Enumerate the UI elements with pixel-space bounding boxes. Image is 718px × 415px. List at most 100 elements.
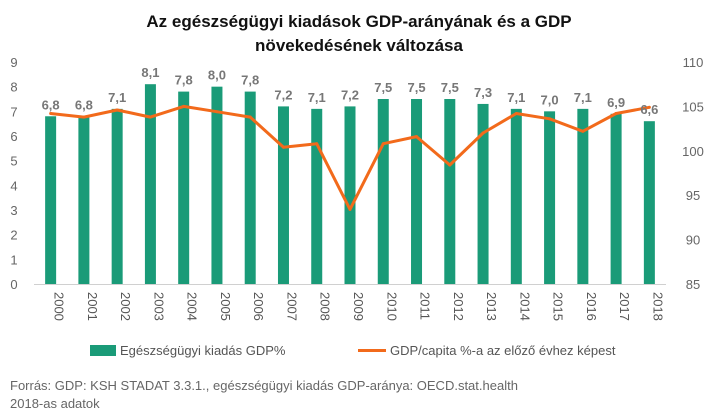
line-point xyxy=(581,129,585,133)
bar xyxy=(178,91,190,284)
bar xyxy=(510,108,522,284)
y-left-tick-label: 6 xyxy=(10,129,17,144)
line-point xyxy=(514,112,518,116)
bar-data-label: 8,1 xyxy=(141,65,159,80)
y-left-tick-label: 7 xyxy=(10,104,17,119)
bar-data-label: 7,5 xyxy=(407,80,425,95)
line-point xyxy=(415,135,419,139)
legend-bar-swatch xyxy=(90,345,116,356)
x-tick-label: 2001 xyxy=(85,292,100,321)
line-point xyxy=(315,142,319,146)
bar-data-label: 7,1 xyxy=(507,90,525,105)
line-point xyxy=(115,108,119,112)
y-right-tick-label: 105 xyxy=(682,99,704,114)
chart-title-line-1: Az egészségügyi kiadások GDP-arányának é… xyxy=(146,12,571,31)
bar xyxy=(311,108,323,284)
y-left-tick-label: 0 xyxy=(10,277,17,292)
bar-data-label: 6,8 xyxy=(42,97,60,112)
chart-title-line-2: növekedésének változása xyxy=(255,36,463,55)
y-left-tick-label: 2 xyxy=(10,228,17,243)
y-left-tick-label: 5 xyxy=(10,154,17,169)
y-left-tick-label: 8 xyxy=(10,80,17,95)
bar xyxy=(344,106,356,285)
bar xyxy=(78,116,90,285)
source-line-2: 2018-as adatok xyxy=(10,396,100,411)
line-point xyxy=(481,131,485,135)
data-labels: 6,8 6,8 7,1 8,1 7,8 8,0 7,8 7,2 7,1 7,2 7,5 7,5 7,5 7… xyxy=(42,65,659,117)
bar xyxy=(444,99,456,284)
bar xyxy=(577,108,589,284)
bar xyxy=(377,99,389,284)
line-point xyxy=(614,112,618,116)
y-left-tick-label: 1 xyxy=(10,252,17,267)
line-point xyxy=(381,142,385,146)
bar-data-label: 6,9 xyxy=(607,95,625,110)
bar-data-label: 7,3 xyxy=(474,85,492,100)
line-point xyxy=(49,112,53,116)
x-tick-label: 2004 xyxy=(185,292,200,321)
bar-data-label: 7,0 xyxy=(541,92,559,107)
x-tick-label: 2005 xyxy=(218,292,233,321)
y-right-tick-label: 110 xyxy=(683,55,704,70)
legend-line-label: GDP/capita %-a az előző évhez képest xyxy=(390,343,616,358)
bar xyxy=(244,91,256,284)
bar-data-label: 7,8 xyxy=(241,73,259,88)
line-point xyxy=(281,145,285,149)
x-tick-label: 2000 xyxy=(52,292,67,321)
bar xyxy=(211,86,223,285)
source-note: Forrás: GDP: KSH STADAT 3.3.1., egészség… xyxy=(10,377,518,413)
bar-data-label: 7,8 xyxy=(175,73,193,88)
line-point xyxy=(448,163,452,167)
y-right-tick-label: 85 xyxy=(686,277,700,292)
right-axis: 85 90 95 100 105 110 xyxy=(682,55,704,292)
x-tick-label: 2015 xyxy=(551,292,566,321)
bar-data-label: 7,2 xyxy=(274,87,292,102)
bar xyxy=(643,121,655,284)
line-point xyxy=(82,115,86,119)
bar-data-label: 7,1 xyxy=(308,90,326,105)
left-axis: 0 1 2 3 4 5 6 7 8 9 xyxy=(10,55,17,292)
x-tick-label: 2013 xyxy=(484,292,499,321)
bar xyxy=(477,103,489,284)
bar xyxy=(45,116,57,285)
x-tick-label: 2007 xyxy=(284,292,299,321)
bar-data-label: 7,5 xyxy=(374,80,392,95)
bar-data-label: 8,0 xyxy=(208,68,226,83)
x-tick-label: 2003 xyxy=(151,292,166,321)
x-tick-label: 2014 xyxy=(517,292,532,321)
source-line-1: Forrás: GDP: KSH STADAT 3.3.1., egészség… xyxy=(10,378,518,393)
line-point xyxy=(647,105,651,109)
bar xyxy=(111,108,123,284)
bar xyxy=(411,99,423,284)
legend-bar-label: Egészségügyi kiadás GDP% xyxy=(120,343,286,358)
x-tick-label: 2009 xyxy=(351,292,366,321)
line-point xyxy=(548,117,552,121)
y-right-tick-label: 100 xyxy=(682,144,704,159)
x-tick-label: 2008 xyxy=(318,292,333,321)
bar-data-label: 6,8 xyxy=(75,97,93,112)
bar-data-label: 7,5 xyxy=(441,80,459,95)
x-tick-label: 2010 xyxy=(384,292,399,321)
y-right-tick-label: 95 xyxy=(686,188,700,203)
x-tick-label: 2018 xyxy=(650,292,665,321)
line-point xyxy=(248,115,252,119)
bar xyxy=(144,84,156,284)
y-left-tick-label: 9 xyxy=(10,55,17,70)
x-tick-label: 2011 xyxy=(418,292,433,320)
bar xyxy=(544,111,556,284)
line-series xyxy=(49,104,651,211)
y-left-tick-label: 3 xyxy=(10,203,17,218)
x-tick-label: 2012 xyxy=(451,292,466,321)
bar xyxy=(610,113,622,284)
x-tick-label: 2006 xyxy=(251,292,266,321)
bar-data-label: 7,2 xyxy=(341,87,359,102)
line-point xyxy=(348,207,352,211)
bar-data-label: 6,6 xyxy=(640,102,658,117)
y-left-tick-label: 4 xyxy=(10,178,17,193)
line-point xyxy=(182,104,186,108)
legend: Egészségügyi kiadás GDP% GDP/capita %-a … xyxy=(90,343,616,358)
x-tick-label: 2016 xyxy=(584,292,599,321)
x-tick-label: 2002 xyxy=(118,292,133,321)
